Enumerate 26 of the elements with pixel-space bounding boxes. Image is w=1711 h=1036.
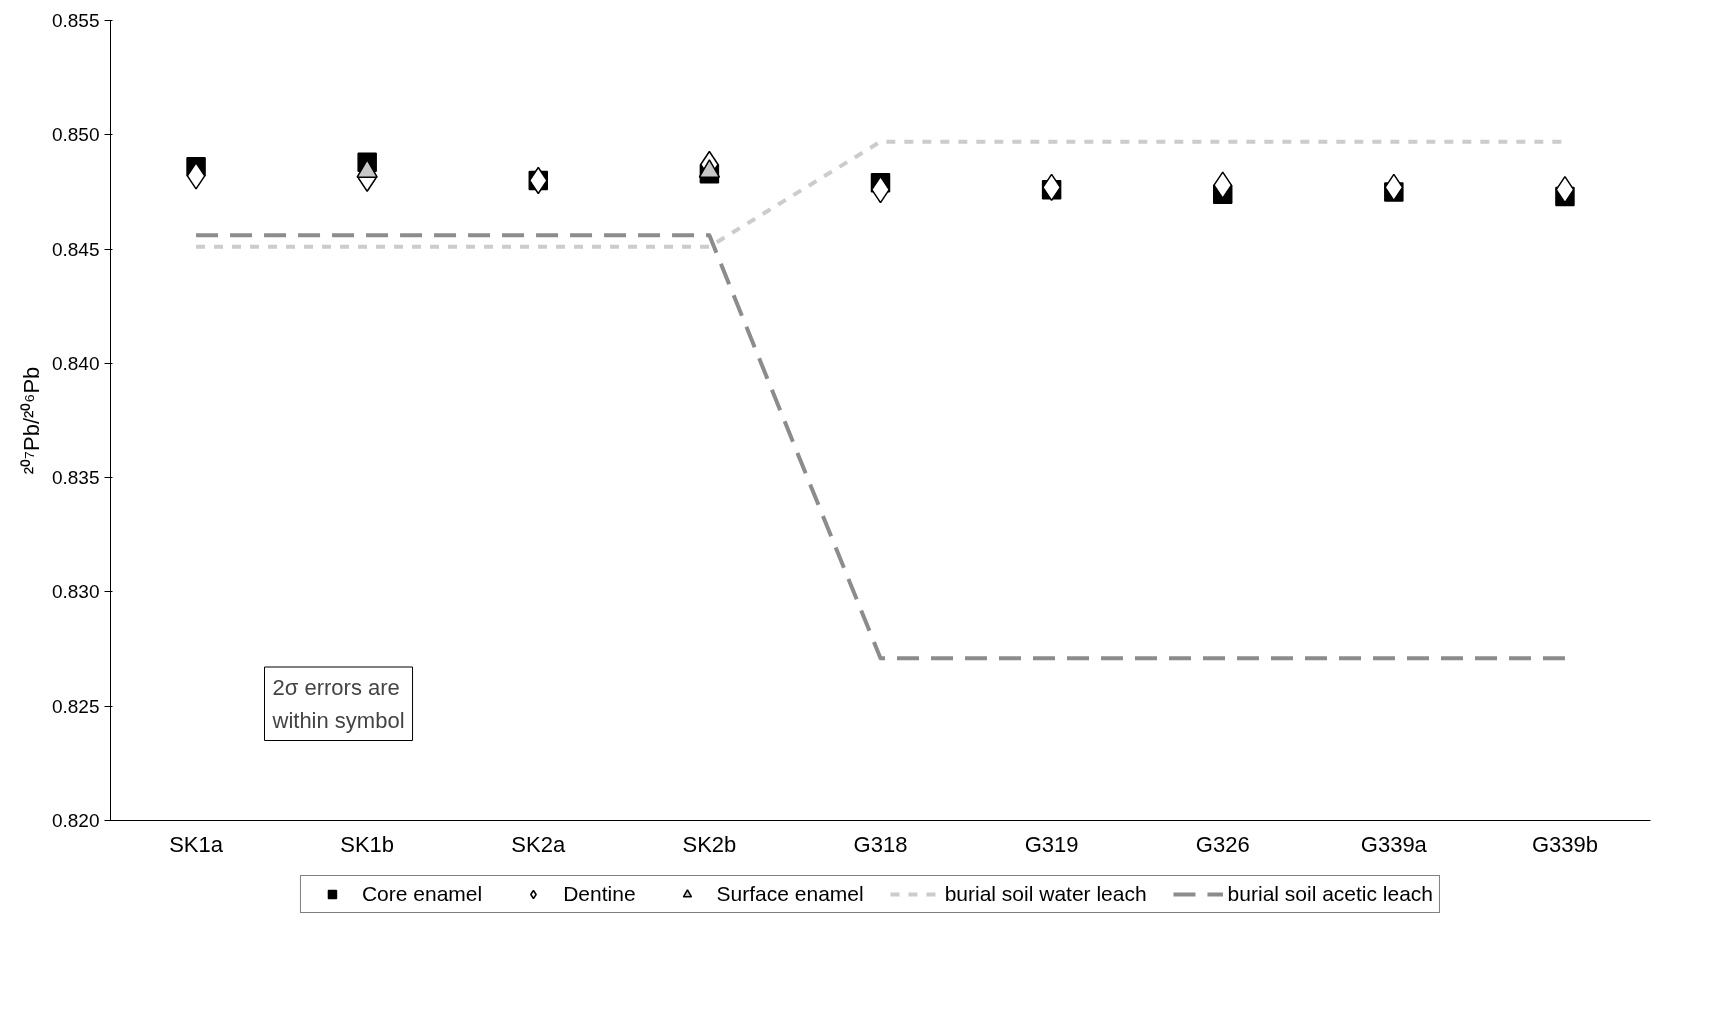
- annotation: 2σ errors are within symbol: [271, 675, 405, 733]
- x-tick-label: SK2b: [682, 831, 737, 857]
- y-tick-label: 0.845: [51, 238, 100, 260]
- x-tick-label: SK1b: [340, 831, 395, 857]
- x-tick-label: G318: [853, 831, 908, 857]
- legend-label: Core enamel: [361, 882, 483, 906]
- point: [186, 162, 206, 190]
- y-tick-label: 0.820: [51, 810, 100, 831]
- y-tick-label: 0.825: [51, 695, 100, 717]
- x-tick-label: G339b: [1531, 831, 1598, 857]
- x-tick-label: SK2a: [511, 831, 566, 857]
- legend-label: burial soil water leach: [944, 882, 1147, 906]
- x-tick-label: SK1a: [169, 831, 224, 857]
- x-tick-label: G326: [1195, 831, 1250, 857]
- y-tick-label: 0.835: [51, 467, 100, 489]
- y-tick-label: 0.830: [51, 581, 100, 603]
- y-tick-label: 0.850: [51, 124, 100, 146]
- legend-label: burial soil acetic leach: [1227, 882, 1434, 906]
- legend-label: Surface enamel: [716, 882, 864, 906]
- y-tick-label: 0.840: [51, 352, 100, 374]
- x-tick-label: G339a: [1360, 831, 1428, 857]
- point: [1213, 171, 1233, 199]
- legend-label: Dentine: [563, 882, 636, 906]
- y-tick-label: 0.855: [51, 10, 100, 31]
- y-axis-title: ²⁰⁷Pb/²⁰⁶Pb: [18, 366, 44, 475]
- x-tick-label: G319: [1024, 831, 1079, 857]
